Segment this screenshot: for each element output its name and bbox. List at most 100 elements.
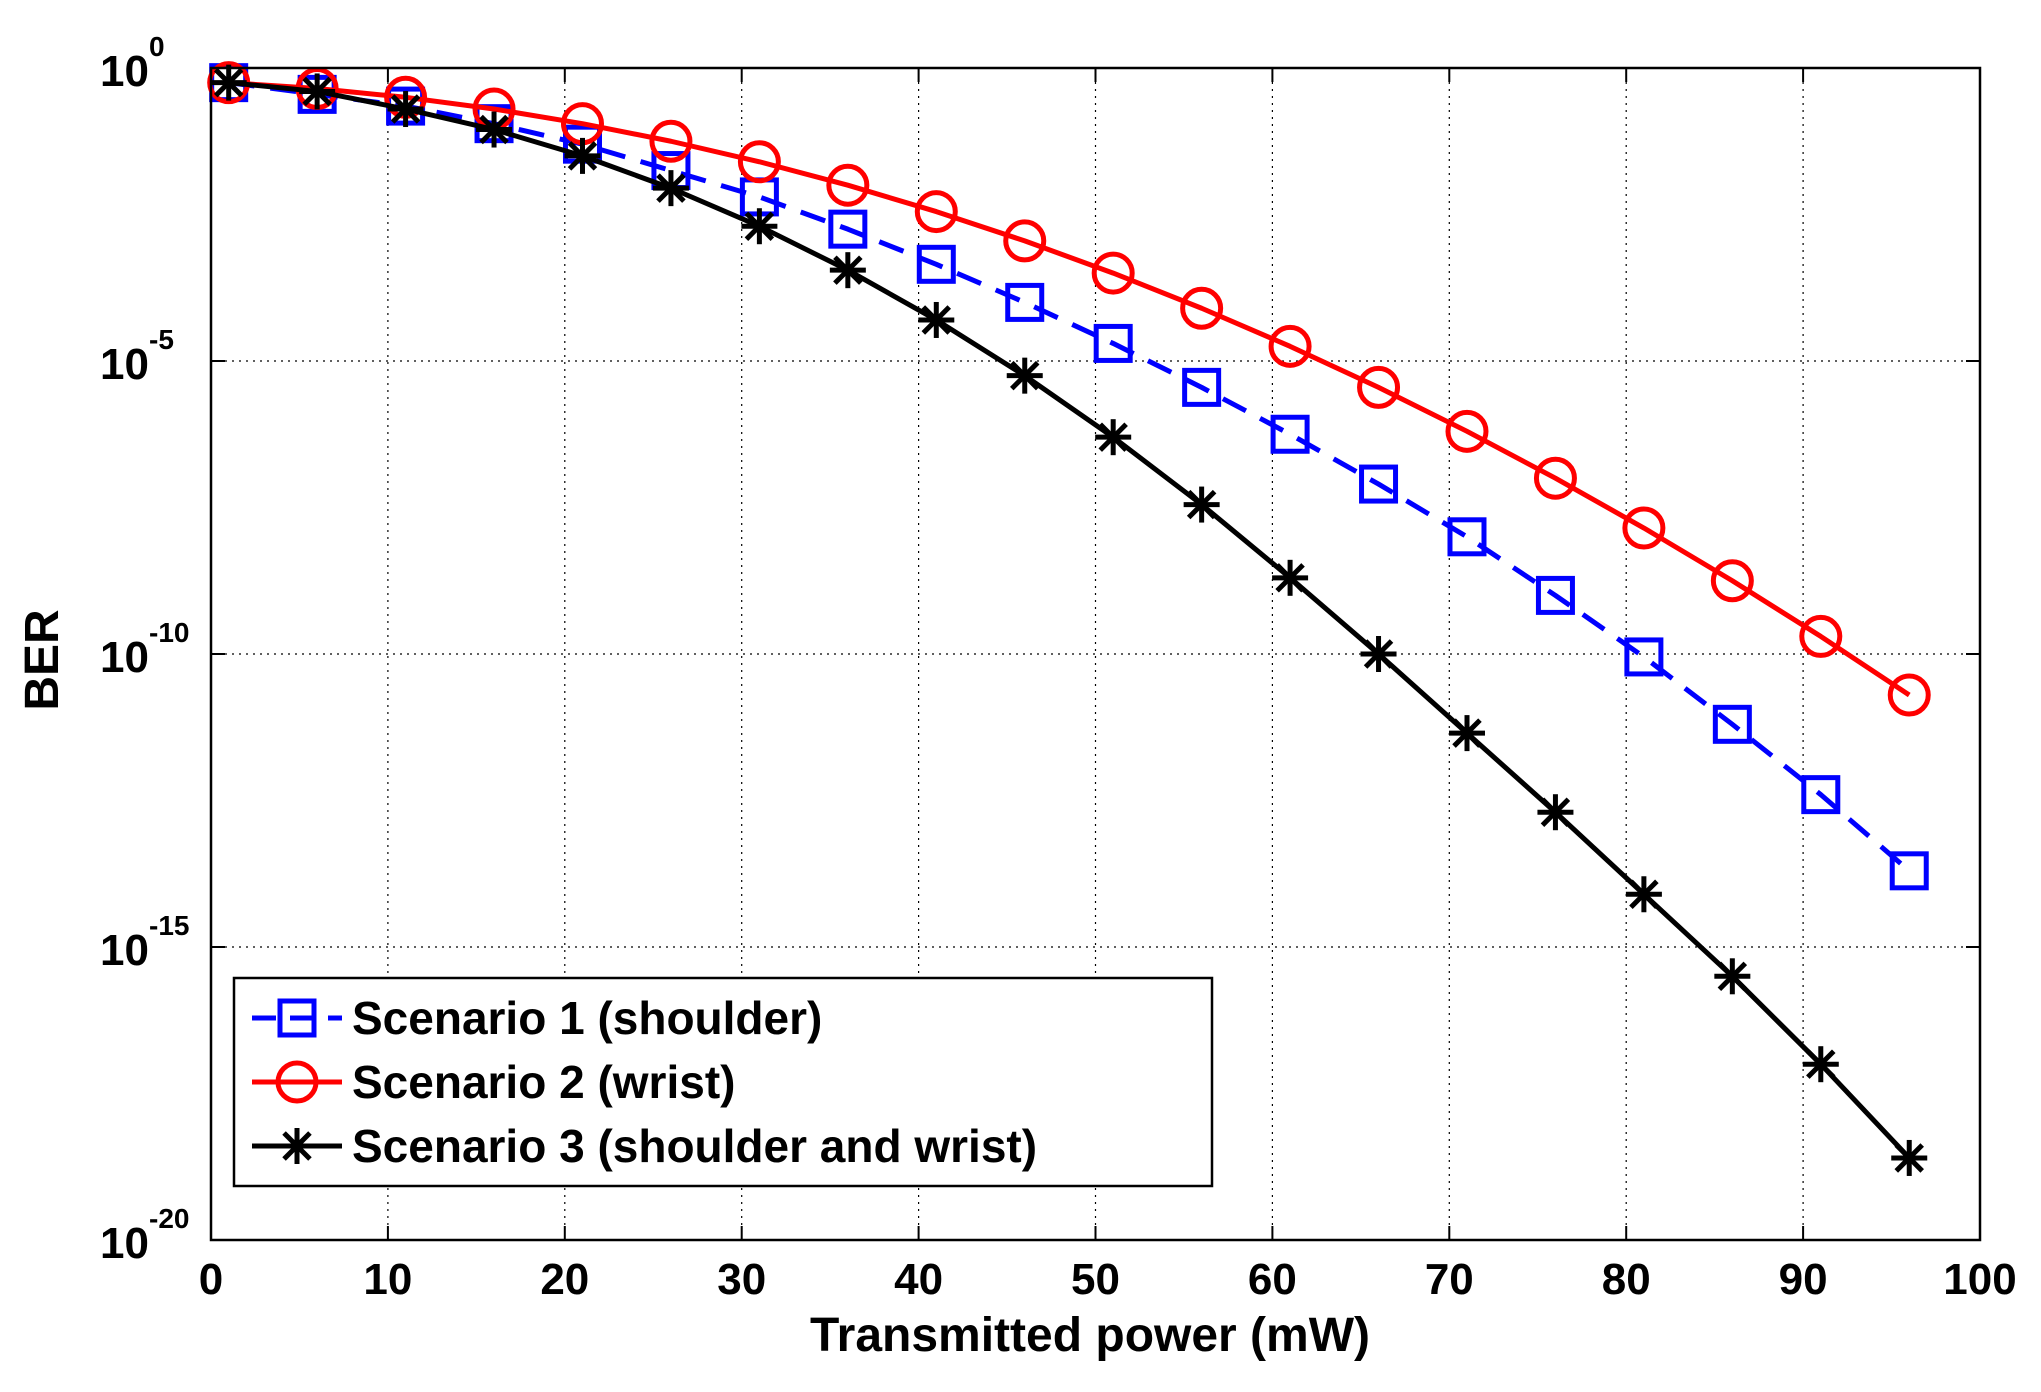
legend-entry: Scenario 1 (shoulder) (252, 992, 822, 1044)
ticks: 0 10 20 30 40 50 60 70 80 90 10010010-510-1010-151… (100, 31, 2017, 1304)
series-2-point (1357, 365, 1401, 409)
y-tick-base: 10 (100, 340, 149, 389)
x-tick-label: 90 (1779, 1255, 1828, 1304)
series-2-point (1710, 559, 1754, 603)
y-tick-base: 10 (100, 1219, 149, 1268)
series-3-point (1006, 357, 1043, 394)
series-3-point (829, 252, 866, 289)
series-2-point (1091, 251, 1135, 295)
x-tick-label: 100 (1943, 1255, 2016, 1304)
y-tick-base: 10 (100, 47, 149, 96)
series-3-point (476, 111, 513, 148)
x-tick-label: 50 (1071, 1255, 1120, 1304)
series-2-point (1622, 506, 1666, 550)
series-3-point (652, 170, 689, 207)
y-tick-label: 100 (100, 31, 165, 96)
series-3-point (299, 73, 336, 110)
series-1-line (228, 80, 1911, 873)
asterisk-stroke (656, 173, 686, 203)
series-3-point (741, 208, 778, 245)
legend-marker (279, 1128, 315, 1164)
x-axis-title: Transmitted power (mW) (810, 1309, 1370, 1362)
series-2-point (737, 140, 781, 184)
x-tick-label: 40 (894, 1255, 943, 1304)
y-axis-title: BER (16, 609, 69, 710)
series-2 (207, 61, 1931, 717)
asterisk-stroke (567, 141, 598, 171)
asterisk-stroke (282, 1131, 312, 1161)
series-2-point (1799, 614, 1843, 658)
series-1-point (1712, 704, 1752, 744)
series-1-point (1447, 517, 1487, 557)
series-1-point (1889, 851, 1929, 891)
series-3-point (1537, 794, 1574, 831)
series-1-point (1359, 464, 1399, 504)
series-3-point (918, 301, 955, 338)
asterisk-stroke (479, 114, 509, 145)
asterisk-stroke (921, 305, 952, 335)
y-tick-exponent: 0 (149, 31, 165, 62)
legend-box (232, 976, 1214, 1188)
asterisk-stroke (744, 211, 775, 241)
y-tick-exponent: -20 (149, 1203, 189, 1234)
series-2-line (228, 80, 1911, 698)
x-tick-label: 70 (1425, 1255, 1474, 1304)
legend-entry: Scenario 3 (shoulder and wrist) (252, 1120, 1037, 1172)
asterisk-stroke (1540, 797, 1571, 827)
x-tick-label: 10 (363, 1255, 412, 1304)
legend-label: Scenario 3 (shoulder and wrist) (352, 1120, 1037, 1172)
asterisk-stroke (1098, 422, 1128, 452)
series-3-point (1714, 958, 1751, 995)
asterisk-stroke (1894, 1143, 1924, 1173)
series-3-point (387, 91, 424, 128)
asterisk-stroke (1186, 489, 1217, 520)
series-2-point (826, 163, 870, 207)
y-tick-exponent: -15 (149, 910, 189, 941)
series-3-point (1183, 486, 1220, 523)
x-tick-label: 60 (1248, 1255, 1297, 1304)
y-tick-label: 10-10 (100, 617, 189, 682)
series-2-point (649, 119, 693, 163)
legend-label: Scenario 1 (shoulder) (352, 992, 822, 1044)
series-2-point (1887, 673, 1931, 717)
series-2-point (1003, 219, 1047, 263)
series-1-point (1624, 637, 1664, 677)
y-tick-base: 10 (100, 926, 149, 975)
series-2-point (1533, 456, 1577, 500)
y-tick-label: 10-20 (100, 1203, 189, 1268)
legend-label: Scenario 2 (wrist) (352, 1056, 735, 1108)
y-tick-label: 10-15 (100, 910, 189, 975)
series-3-line (228, 80, 1912, 1160)
legend: Scenario 1 (shoulder) Scenario 2 (wrist) S… (232, 976, 1214, 1188)
series-2-point (1180, 286, 1224, 330)
asterisk-stroke (833, 255, 863, 285)
series-3-point (1891, 1139, 1928, 1176)
series-1-point (1005, 282, 1045, 322)
series-3-point (1625, 876, 1662, 913)
x-tick-label: 0 (199, 1255, 223, 1304)
series-3-point (1272, 559, 1309, 596)
series-1-point (1801, 775, 1841, 815)
series-2-point (1268, 324, 1312, 368)
y-tick-exponent: -5 (149, 324, 174, 355)
asterisk-stroke (1363, 639, 1394, 669)
series-3-point (210, 64, 247, 101)
legend-marker (275, 1060, 319, 1104)
asterisk-stroke (213, 67, 244, 98)
series-1-point (1535, 575, 1575, 615)
series-1-point (1270, 414, 1310, 454)
asterisk-stroke (1629, 879, 1659, 909)
series-1-point (916, 244, 956, 284)
series-1-point (1182, 367, 1222, 407)
y-tick-exponent: -10 (149, 617, 189, 648)
series-3-point (1360, 636, 1397, 672)
series-1-point (1093, 323, 1133, 363)
asterisk-stroke (302, 76, 332, 107)
series-layer (207, 61, 1931, 1176)
grid (211, 68, 1980, 1240)
y-tick-base: 10 (100, 633, 149, 682)
asterisk-stroke (1452, 718, 1482, 748)
series-2-point (914, 190, 958, 234)
